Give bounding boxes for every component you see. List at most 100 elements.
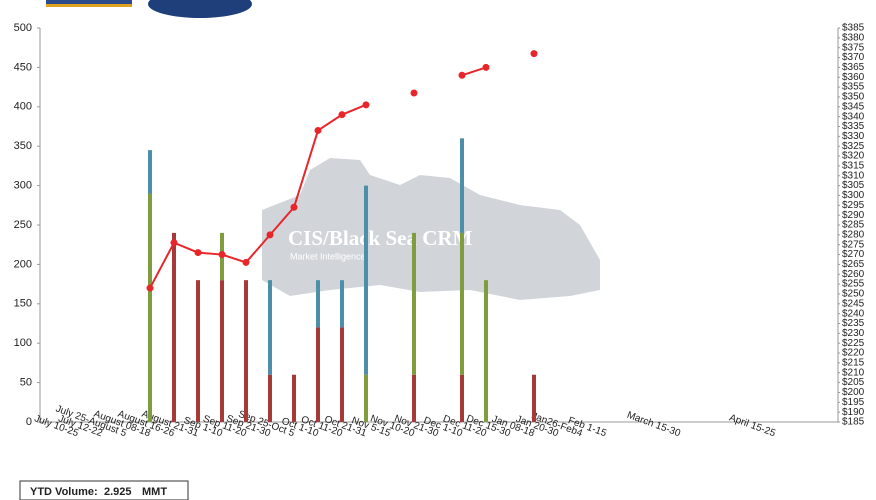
price-line	[149, 103, 367, 289]
bar	[460, 138, 464, 233]
y2-tick-label: $260	[842, 269, 865, 280]
price-point	[218, 251, 226, 259]
y2-tick-label: $185	[842, 417, 865, 428]
y-tick-label: 150	[14, 298, 32, 310]
logo	[148, 0, 252, 18]
y2-tick-label: $220	[842, 348, 865, 359]
bar	[364, 374, 368, 422]
y-tick-label: 50	[20, 377, 32, 389]
y2-tick-label: $290	[842, 210, 865, 221]
y-tick-label: 200	[14, 258, 32, 270]
bar	[412, 232, 416, 375]
y2-tick-label: $295	[842, 200, 865, 211]
y-tick-label: 350	[14, 140, 32, 152]
price-point	[338, 111, 346, 119]
price-line	[461, 66, 487, 77]
bar	[292, 374, 296, 422]
bar	[340, 280, 344, 328]
price-point	[194, 249, 202, 257]
price-point	[410, 89, 418, 97]
watermark-map	[262, 158, 600, 300]
y-tick-label: 100	[14, 337, 32, 349]
price-point	[458, 71, 466, 79]
y-tick-label: 450	[14, 61, 32, 73]
watermark-title: CIS/Black Sea CRM	[288, 226, 473, 250]
y2-tick-label: $385	[842, 23, 865, 34]
bar	[148, 193, 152, 422]
bar	[460, 374, 464, 422]
y2-tick-label: $305	[842, 180, 865, 191]
footer-unit: MMT	[142, 486, 167, 498]
bar	[460, 232, 464, 375]
right-axis: $185$190$195$200$205$210$215$220$225$230…	[838, 23, 865, 428]
logo-bar	[46, 4, 132, 7]
bar	[196, 280, 200, 422]
y2-tick-label: $330	[842, 131, 865, 142]
y2-tick-label: $335	[842, 121, 865, 132]
y2-tick-label: $310	[842, 170, 865, 181]
y2-tick-label: $215	[842, 358, 865, 369]
y2-tick-label: $300	[842, 190, 865, 201]
bar	[148, 150, 152, 194]
logo-bar	[46, 0, 132, 4]
y2-tick-label: $190	[842, 407, 865, 418]
bar	[532, 374, 536, 422]
price-point	[242, 258, 250, 266]
y2-tick-label: $245	[842, 298, 865, 309]
bar	[412, 374, 416, 422]
y2-tick-label: $265	[842, 259, 865, 270]
footer-box	[19, 480, 189, 500]
footer-label: YTD Volume:	[30, 486, 98, 498]
y2-tick-label: $240	[842, 308, 865, 319]
price-point	[314, 126, 322, 134]
bar	[484, 280, 488, 422]
y2-tick-label: $360	[842, 72, 865, 83]
price-point	[170, 239, 178, 247]
y2-tick-label: $270	[842, 249, 865, 260]
y2-tick-label: $345	[842, 101, 865, 112]
y2-tick-label: $350	[842, 92, 865, 103]
y2-tick-label: $320	[842, 151, 865, 162]
y2-tick-label: $195	[842, 397, 865, 408]
y-tick-label: 500	[14, 22, 32, 34]
y2-tick-label: $205	[842, 377, 865, 388]
price-point	[266, 231, 274, 239]
x-tick-label: March 15-30	[625, 410, 682, 440]
bar	[172, 232, 176, 422]
bar	[340, 327, 344, 422]
bar	[220, 280, 224, 422]
y2-tick-label: $200	[842, 387, 865, 398]
y2-tick-label: $250	[842, 289, 865, 300]
y2-tick-label: $280	[842, 229, 865, 240]
y2-tick-label: $380	[842, 32, 865, 43]
price-point	[530, 50, 538, 58]
price-point	[362, 101, 370, 109]
bar	[268, 280, 272, 375]
y2-tick-label: $210	[842, 367, 865, 378]
watermark-subtitle: Market Intelligence	[290, 251, 366, 261]
y-tick-label: 400	[14, 101, 32, 113]
y2-tick-label: $355	[842, 82, 865, 93]
bar	[244, 280, 248, 422]
bar	[364, 185, 368, 375]
y-tick-label: 300	[14, 180, 32, 192]
price-point	[482, 63, 490, 71]
y2-tick-label: $255	[842, 279, 865, 290]
bar	[268, 374, 272, 422]
price-point	[146, 284, 154, 292]
y2-tick-label: $365	[842, 62, 865, 73]
y2-tick-label: $285	[842, 220, 865, 231]
y-tick-label: 0	[26, 416, 32, 428]
y2-tick-label: $375	[842, 42, 865, 53]
y2-tick-label: $315	[842, 161, 865, 172]
footer-value: 2.925	[104, 486, 132, 498]
bar	[316, 280, 320, 328]
y-tick-label: 250	[14, 219, 32, 231]
y2-tick-label: $340	[842, 111, 865, 122]
y2-tick-label: $275	[842, 239, 865, 250]
bar	[316, 327, 320, 422]
y2-tick-label: $370	[842, 52, 865, 63]
y2-tick-label: $230	[842, 328, 865, 339]
y2-tick-label: $225	[842, 338, 865, 349]
x-tick-label: April 15-25	[728, 412, 778, 439]
